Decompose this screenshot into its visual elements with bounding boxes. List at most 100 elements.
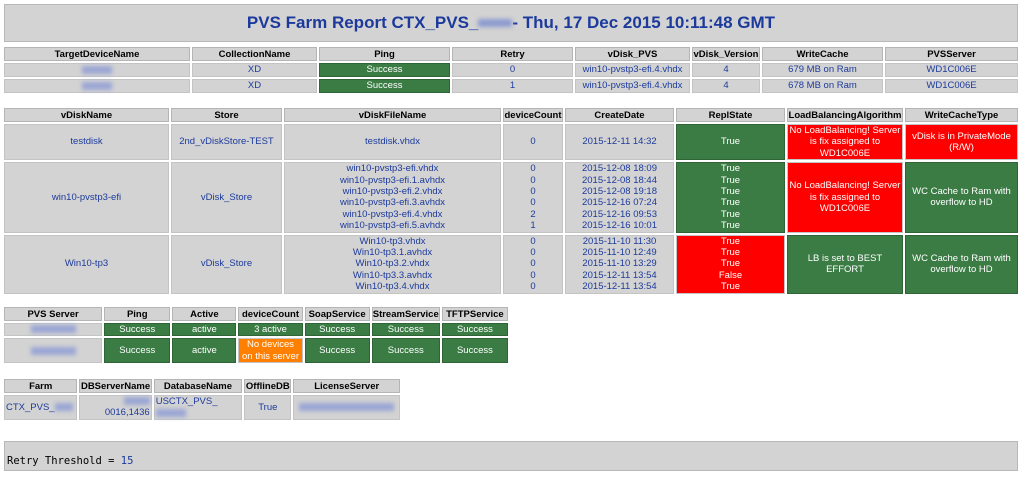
header-dbservername: DBServerName — [79, 379, 152, 393]
header-ping: Ping — [104, 307, 171, 321]
pvs-server-name — [4, 338, 103, 364]
offline-db: True — [244, 395, 292, 420]
write-cache-type: vDisk is in PrivateMode (R/W) — [905, 124, 1018, 161]
header-pvs-server: PVS Server — [4, 307, 103, 321]
active-status: active — [172, 338, 237, 364]
ping-status: Success — [104, 323, 171, 337]
header-offlinedb: OfflineDB — [244, 379, 292, 393]
target-device-name — [4, 79, 190, 93]
stream-service: Success — [371, 323, 440, 337]
vdisk-version: 4 — [692, 79, 760, 93]
device-count: 3 active — [238, 323, 303, 337]
header-pvsserver: PVSServer — [885, 47, 1018, 61]
retry-count: 0 — [452, 63, 573, 77]
pvs-server: WD1C006E — [885, 63, 1018, 77]
redacted-text — [54, 403, 73, 412]
active-status: active — [172, 323, 237, 337]
load-balancing-algorithm: No LoadBalancing! Server is fix assigned… — [787, 124, 903, 161]
vdisk-version: 4 — [692, 63, 760, 77]
vdisk-row: testdisk 2nd_vDiskStore-TEST testdisk.vhdx… — [4, 124, 1018, 161]
title-date: - Thu, 17 Dec 2015 10:11:48 GMT — [512, 13, 776, 32]
collection-name: XD — [192, 79, 317, 93]
vdisks-table: vDiskName Store vDiskFileName deviceCount Cr… — [2, 106, 1020, 296]
header-vdisk-version: vDisk_Version — [692, 47, 760, 61]
header-vdisk-pvs: vDisk_PVS — [575, 47, 690, 61]
repl-state: True — [676, 124, 785, 161]
pvs-server-row: Success active No devices on this server Su… — [4, 338, 508, 364]
page-title: PVS Farm Report CTX_PVS_ - Thu, 17 Dec 2… — [4, 4, 1018, 42]
pvs-server: WD1C006E — [885, 79, 1018, 93]
ping-status: Success — [104, 338, 171, 364]
header-targetdevicename: TargetDeviceName — [4, 47, 190, 61]
repl-state: True True True False True — [676, 234, 785, 294]
write-cache-type: WC Cache to Ram with overflow to HD — [905, 162, 1018, 233]
ping-status: Success — [319, 63, 450, 77]
title-prefix: PVS Farm Report CTX_PVS_ — [246, 13, 479, 32]
stream-service: Success — [371, 338, 440, 364]
header-soapservice: SoapService — [304, 307, 370, 321]
pvs-servers-table: PVS Server Ping Active deviceCount SoapServi… — [2, 305, 510, 365]
create-dates: 2015-12-11 14:32 — [565, 124, 674, 161]
devices-table: TargetDeviceName CollectionName Ping Retry v… — [2, 45, 1020, 95]
device-counts: 0 — [503, 124, 563, 161]
repl-state: True True True True True True — [676, 162, 785, 233]
vdisk-pvs: win10-pvstp3-efi.4.vhdx — [575, 63, 690, 77]
header-replstate: ReplState — [676, 108, 785, 122]
vdisk-pvs: win10-pvstp3-efi.4.vhdx — [575, 79, 690, 93]
store-name: vDisk_Store — [171, 162, 282, 233]
store-name: vDisk_Store — [171, 234, 282, 294]
header-active: Active — [172, 307, 237, 321]
soap-service: Success — [304, 323, 370, 337]
header-farm: Farm — [4, 379, 78, 393]
target-device-name — [4, 63, 190, 77]
load-balancing-algorithm: LB is set to BEST EFFORT — [787, 234, 903, 294]
vdisk-name: Win10-tp3 — [4, 234, 169, 294]
header-tftpservice: TFTPService — [441, 307, 508, 321]
vdisk-row: win10-pvstp3-efi vDisk_Store win10-pvstp3-… — [4, 162, 1018, 233]
header-createdate: CreateDate — [565, 108, 674, 122]
redacted-text — [82, 65, 112, 74]
tftp-service: Success — [441, 338, 508, 364]
redacted-text — [299, 403, 395, 412]
header-writecachetype: WriteCacheType — [905, 108, 1018, 122]
redacted-text — [30, 346, 76, 355]
header-databasename: DatabaseName — [153, 379, 243, 393]
pvs-server-name — [4, 323, 103, 337]
device-count: No devices on this server — [238, 338, 303, 364]
db-server-name: 0016,1436 — [79, 395, 152, 420]
store-name: 2nd_vDiskStore-TEST — [171, 124, 282, 161]
vdisk-file-names: testdisk.vhdx — [284, 124, 501, 161]
load-balancing-algorithm: No LoadBalancing! Server is fix assigned… — [787, 162, 903, 233]
header-vdiskfilename: vDiskFileName — [284, 108, 501, 122]
device-row: XD Success 1 win10-pvstp3-efi.4.vhdx 4 678 MB… — [4, 79, 1018, 93]
database-name: USCTX_PVS_ — [153, 395, 243, 420]
header-collectionname: CollectionName — [192, 47, 317, 61]
retry-threshold-bar: Retry Threshold = 15 — [4, 441, 1018, 471]
vdisk-name: win10-pvstp3-efi — [4, 162, 169, 233]
device-row: XD Success 0 win10-pvstp3-efi.4.vhdx 4 679 MB… — [4, 63, 1018, 77]
create-dates: 2015-12-08 18:09 2015-12-08 18:44 2015-12-… — [565, 162, 674, 233]
write-cache-type: WC Cache to Ram with overflow to HD — [905, 234, 1018, 294]
retry-threshold-label: Retry Threshold = — [7, 455, 121, 467]
redacted-farm-name — [478, 19, 513, 27]
farm-name: CTX_PVS_ — [4, 395, 78, 420]
redacted-text — [82, 81, 112, 90]
header-vdiskname: vDiskName — [4, 108, 169, 122]
header-retry: Retry — [452, 47, 573, 61]
vdisk-file-names: Win10-tp3.vhdx Win10-tp3.1.avhdx Win10-tp3… — [284, 234, 501, 294]
redacted-text — [155, 408, 186, 417]
pvs-server-row: Success active 3 active Success Success Succe… — [4, 323, 508, 337]
header-devicecount: deviceCount — [238, 307, 303, 321]
header-licenseserver: LicenseServer — [293, 379, 400, 393]
vdisk-file-names: win10-pvstp3-efi.vhdx win10-pvstp3-efi.1.… — [284, 162, 501, 233]
redacted-text — [30, 325, 76, 334]
retry-threshold-value: 15 — [120, 455, 134, 467]
header-streamservice: StreamService — [371, 307, 440, 321]
header-devicecount: deviceCount — [503, 108, 563, 122]
create-dates: 2015-11-10 11:30 2015-11-10 12:49 2015-11-… — [565, 234, 674, 294]
write-cache: 679 MB on Ram — [762, 63, 883, 77]
header-writecache: WriteCache — [762, 47, 883, 61]
header-ping: Ping — [319, 47, 450, 61]
